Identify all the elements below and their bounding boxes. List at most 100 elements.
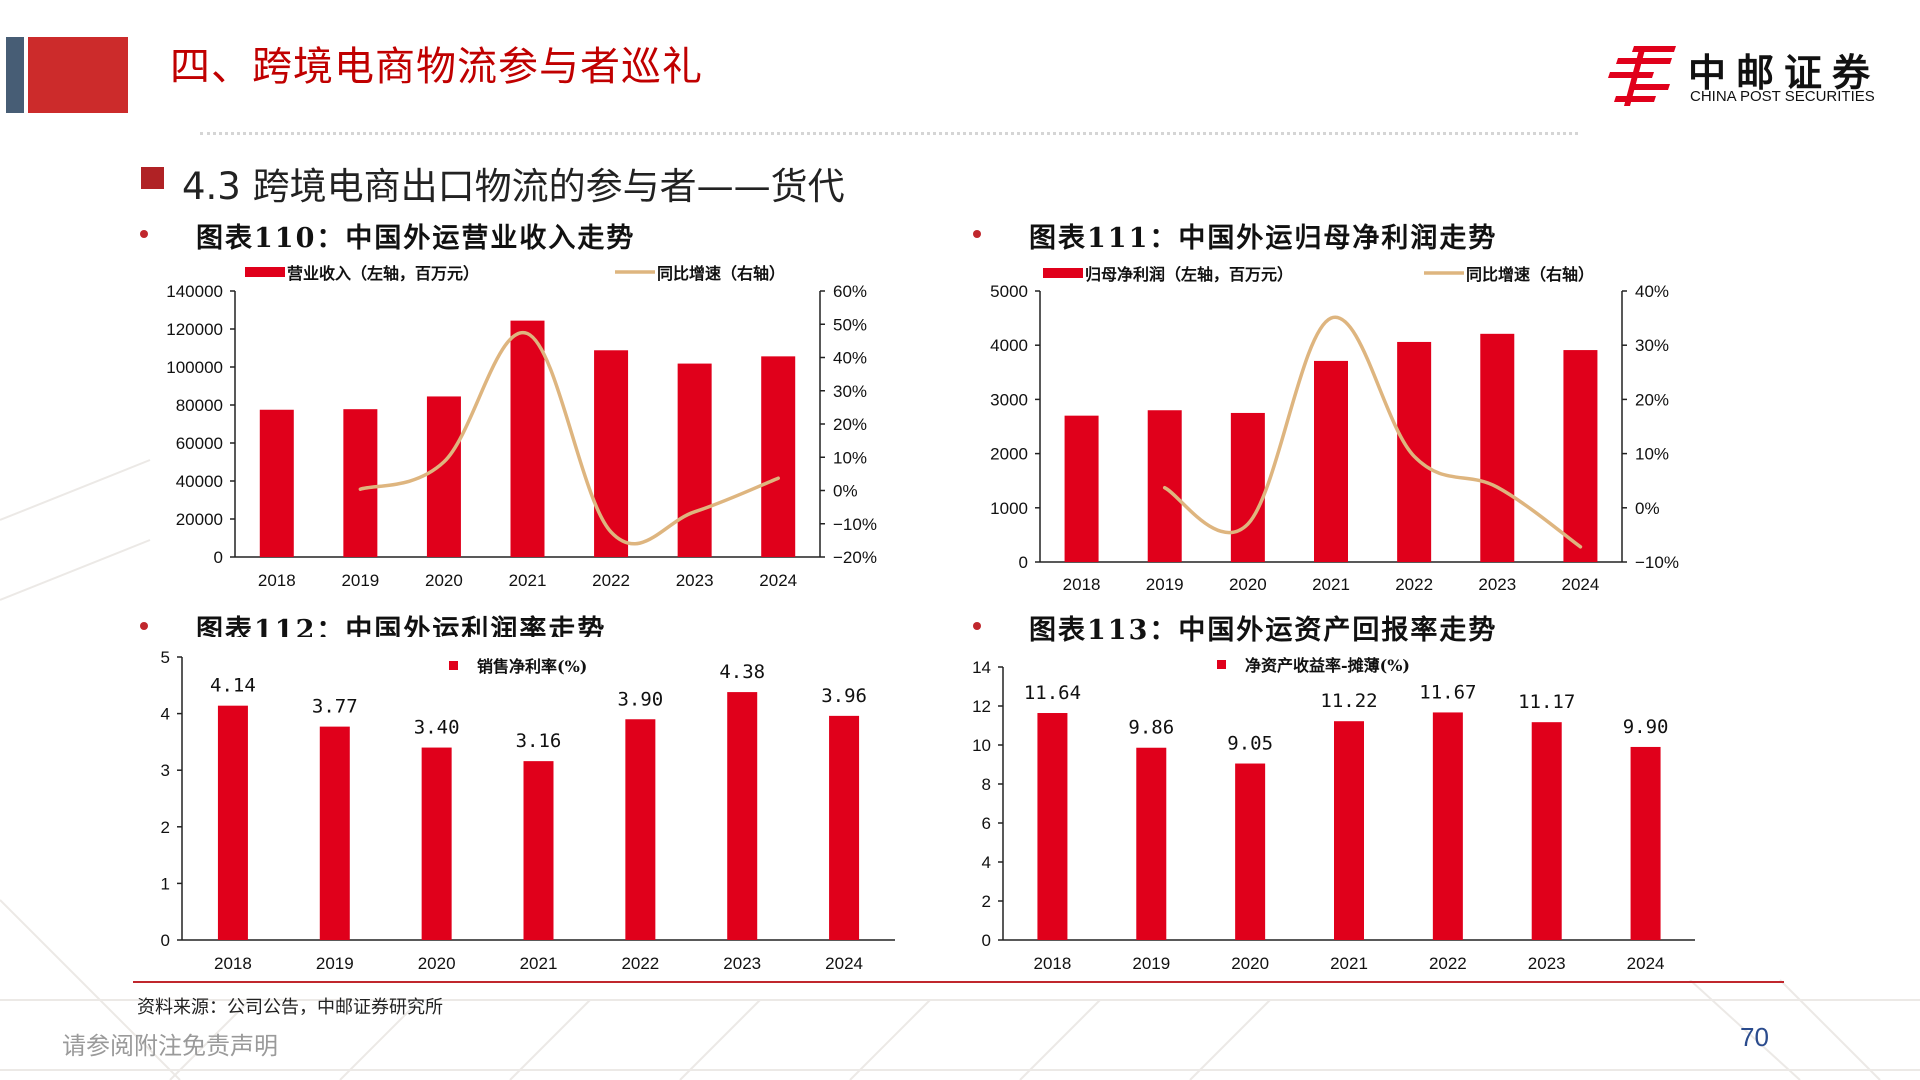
data-label-2018: 11.64	[1024, 682, 1081, 704]
y-tick-label-left: 120000	[166, 320, 223, 339]
y-tick-label-right: 60%	[833, 282, 867, 301]
chart-113-title: 图表113：中国外运资产回报率走势	[1029, 615, 1498, 646]
chart-111-title: 图表111：中国外运归母净利润走势	[1029, 223, 1498, 254]
y-tick-label-left: 3	[161, 761, 170, 780]
x-tick-label: 2021	[1312, 575, 1350, 594]
bar-2023	[1480, 333, 1515, 562]
bar-2018	[259, 409, 294, 557]
data-label-2020: 9.05	[1227, 733, 1273, 755]
bullet-icon	[140, 622, 148, 630]
company-logo: 中邮证券 CHINA POST SECURITIES	[1604, 40, 1894, 110]
legend-bar-swatch	[245, 267, 285, 277]
bar-2023	[677, 363, 712, 557]
y-tick-label-left: 2	[161, 818, 170, 837]
bar-2018	[1037, 713, 1068, 940]
bar-2022	[594, 350, 629, 557]
x-tick-label: 2019	[1132, 954, 1170, 973]
bar-2021	[510, 320, 545, 557]
data-label-2024: 9.90	[1623, 716, 1669, 738]
data-label-2020: 3.40	[414, 717, 460, 739]
data-label-2024: 3.96	[821, 685, 867, 707]
legend-bar-label: 营业收入（左轴，百万元）	[287, 264, 479, 283]
y-tick-label-left: 40000	[176, 472, 223, 491]
growth-line	[1162, 315, 1583, 549]
bar-2019	[1136, 747, 1167, 940]
bullet-icon	[973, 230, 981, 238]
section-title: 4.3 跨境电商出口物流的参与者——货代	[182, 165, 845, 208]
x-tick-label: 2018	[214, 954, 252, 973]
x-tick-label: 2023	[1478, 575, 1516, 594]
bar-2018	[1064, 415, 1099, 562]
y-tick-label-right: 30%	[1635, 336, 1669, 355]
legend-line-label: 同比增速（右轴）	[1466, 265, 1594, 284]
bar-2024	[761, 356, 796, 557]
y-tick-label-right: 20%	[833, 415, 867, 434]
bar-2021	[1314, 360, 1348, 562]
x-tick-label: 2022	[621, 954, 659, 973]
source-note: 资料来源：公司公告，中邮证券研究所	[137, 997, 443, 1018]
data-label-2022: 3.90	[617, 688, 663, 710]
x-tick-label: 2021	[1330, 954, 1368, 973]
x-tick-label: 2019	[1146, 575, 1184, 594]
x-tick-label: 2024	[825, 954, 863, 973]
y-tick-label-right: 50%	[833, 315, 867, 334]
chart-background	[122, 637, 915, 980]
x-tick-label: 2022	[1395, 575, 1433, 594]
legend-bar-swatch	[449, 661, 458, 670]
growth-line	[358, 330, 780, 546]
y-tick-label-left: 0	[1019, 553, 1028, 572]
y-tick-label-right: −20%	[833, 548, 877, 567]
y-tick-label-left: 12	[972, 697, 991, 716]
data-label-2019: 9.86	[1128, 717, 1174, 739]
y-tick-label-right: 30%	[833, 382, 867, 401]
y-tick-label-left: 100000	[166, 358, 223, 377]
bullet-icon	[973, 622, 981, 630]
y-tick-label-right: −10%	[1635, 553, 1679, 572]
y-tick-label-left: 20000	[176, 510, 223, 529]
x-tick-label: 2022	[1429, 954, 1467, 973]
bar-2021	[1334, 721, 1364, 940]
y-tick-label-left: 2000	[990, 445, 1028, 464]
bar-2019	[319, 726, 350, 940]
y-tick-label-right: 40%	[833, 349, 867, 368]
x-tick-label: 2019	[341, 571, 379, 590]
bar-2023	[1531, 722, 1562, 940]
legend-bar-label: 归母净利润（左轴，百万元）	[1085, 265, 1293, 284]
y-tick-label-left: 10	[972, 736, 991, 755]
data-label-2022: 11.67	[1419, 681, 1476, 703]
x-tick-label: 2020	[1231, 954, 1269, 973]
disclaimer-link[interactable]: 请参阅附注免责声明	[62, 1032, 278, 1060]
x-tick-label: 2024	[1627, 954, 1665, 973]
x-tick-label: 2023	[1528, 954, 1566, 973]
y-tick-label-left: 0	[214, 548, 223, 567]
y-tick-label-left: 14	[972, 658, 991, 677]
chart-110-title: 图表110：中国外运营业收入走势	[196, 223, 636, 254]
data-label-2018: 4.14	[210, 675, 256, 697]
bar-2024	[1630, 746, 1661, 940]
bar-2021	[523, 761, 554, 940]
y-tick-label-left: 1000	[990, 499, 1028, 518]
y-tick-label-left: 2	[982, 892, 991, 911]
x-tick-label: 2021	[509, 571, 547, 590]
bar-2022	[1432, 712, 1463, 940]
logo-english-name: CHINA POST SECURITIES	[1690, 88, 1875, 105]
bar-2020	[1230, 412, 1265, 562]
legend-bar-label: 销售净利率(%)	[477, 657, 587, 676]
bar-2020	[426, 396, 461, 557]
x-tick-label: 2018	[258, 571, 296, 590]
x-tick-label: 2021	[520, 954, 558, 973]
bar-2018	[217, 705, 248, 940]
y-tick-label-left: 4000	[990, 336, 1028, 355]
legend-bar-swatch	[1217, 660, 1226, 669]
chart-background	[943, 647, 1715, 980]
legend-line-label: 同比增速（右轴）	[657, 264, 785, 283]
data-label-2023: 11.17	[1518, 691, 1575, 713]
bar-2022	[625, 719, 656, 940]
logo-chinese-name: 中邮证券	[1688, 51, 1881, 95]
y-tick-label-left: 4	[161, 705, 170, 724]
y-tick-label-left: 140000	[166, 282, 223, 301]
x-tick-label: 2020	[425, 571, 463, 590]
y-tick-label-left: 80000	[176, 396, 223, 415]
bullet-icon	[140, 230, 148, 238]
